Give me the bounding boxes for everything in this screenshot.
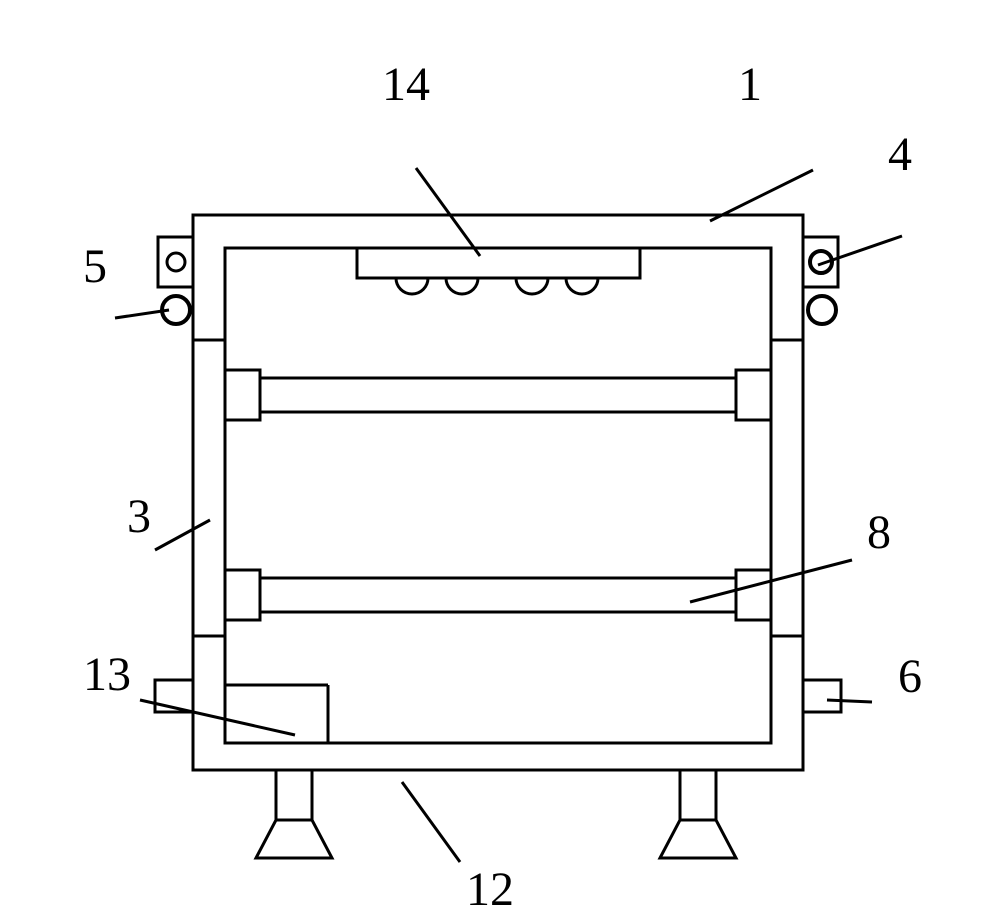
label-6: 6 (898, 650, 922, 703)
lead-12 (402, 782, 460, 862)
inner-box (225, 248, 771, 743)
lead-6 (827, 700, 872, 702)
right-stub (803, 680, 841, 712)
label-12: 12 (466, 863, 514, 916)
upper-rail (225, 370, 771, 420)
label-1: 1 (738, 58, 762, 111)
label-4: 4 (888, 128, 912, 181)
lead-lines (115, 168, 902, 862)
label-14: 14 (382, 58, 430, 111)
technical-diagram: 1 14 4 5 3 8 13 6 12 (0, 0, 1000, 922)
outer-box (193, 215, 803, 770)
right-top-bracket (803, 237, 838, 324)
lower-rail (225, 570, 771, 620)
label-3: 3 (127, 490, 151, 543)
nozzle-plate (357, 248, 640, 294)
lead-14 (416, 168, 480, 256)
label-13: 13 (83, 648, 131, 701)
lead-3 (155, 520, 210, 550)
lead-1 (710, 170, 813, 221)
right-foot (660, 770, 736, 858)
label-8: 8 (867, 506, 891, 559)
label-5: 5 (83, 240, 107, 293)
left-foot (256, 770, 332, 858)
lower-left-box (225, 685, 328, 743)
lead-4 (818, 236, 902, 265)
lead-13 (140, 700, 295, 735)
